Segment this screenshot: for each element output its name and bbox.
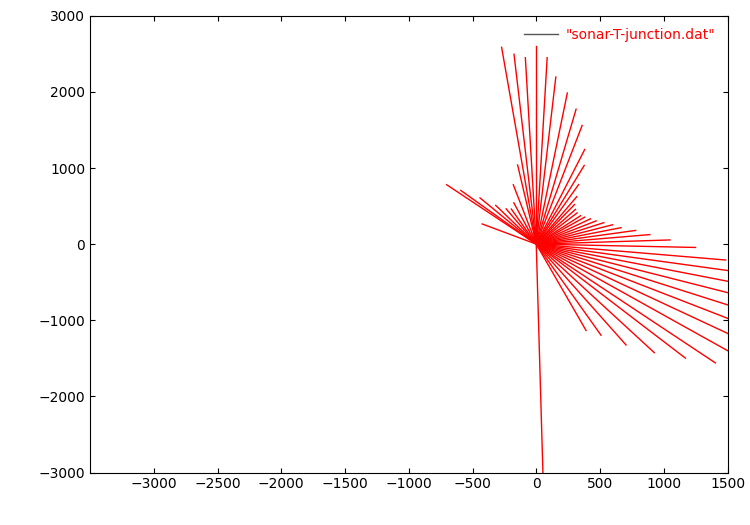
Legend: "sonar-T-junction.dat": "sonar-T-junction.dat" bbox=[518, 23, 721, 48]
Line: "sonar-T-junction.dat": "sonar-T-junction.dat" bbox=[482, 224, 536, 244]
"sonar-T-junction.dat" bbox=[532, 241, 541, 247]
"sonar-T-junction.dat" bbox=[478, 221, 487, 227]
